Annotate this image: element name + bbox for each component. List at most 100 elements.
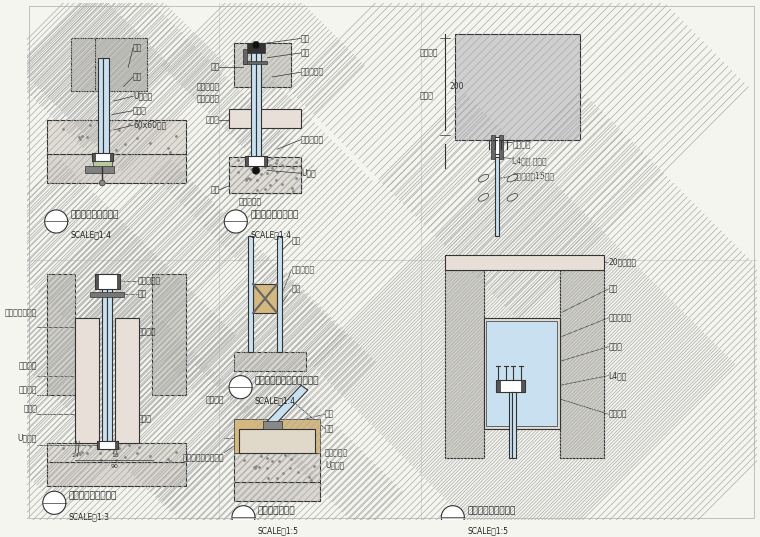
Ellipse shape xyxy=(507,193,518,201)
Bar xyxy=(92,153,113,161)
Bar xyxy=(508,392,512,458)
Bar xyxy=(251,43,256,159)
Bar xyxy=(277,236,282,352)
Bar xyxy=(93,161,112,166)
Text: 打胶: 打胶 xyxy=(133,72,142,82)
Bar xyxy=(103,274,107,443)
Text: 透明玻璃胶: 透明玻璃胶 xyxy=(301,68,325,77)
Ellipse shape xyxy=(507,175,518,182)
Bar xyxy=(483,318,560,429)
Text: 60x60角钢: 60x60角钢 xyxy=(133,121,166,129)
Text: 不锈钢折槽: 不锈钢折槽 xyxy=(138,277,161,286)
Text: 外墙隔墙玻璃节点图: 外墙隔墙玻璃节点图 xyxy=(467,506,515,515)
Bar xyxy=(234,43,292,86)
Text: 透明玻璃胶: 透明玻璃胶 xyxy=(301,135,325,144)
Bar xyxy=(95,274,119,289)
Ellipse shape xyxy=(478,175,489,182)
Bar xyxy=(521,380,525,392)
Bar xyxy=(229,165,301,193)
Text: 木方: 木方 xyxy=(292,236,301,245)
Bar xyxy=(97,441,118,449)
Bar xyxy=(264,156,267,165)
Text: 强化玻璃: 强化玻璃 xyxy=(138,328,157,337)
Bar xyxy=(117,274,119,289)
Bar xyxy=(95,274,97,289)
Text: 膨胀螺栓: 膨胀螺栓 xyxy=(512,140,530,149)
Bar xyxy=(454,34,580,140)
Text: 钢丝网: 钢丝网 xyxy=(608,342,622,351)
Text: SCALE：1:5: SCALE：1:5 xyxy=(467,526,508,535)
Circle shape xyxy=(442,506,464,529)
Bar xyxy=(560,270,603,458)
Text: 特殊玻璃膜: 特殊玻璃膜 xyxy=(196,82,220,91)
Text: U型卡槽: U型卡槽 xyxy=(325,461,344,470)
Bar xyxy=(71,39,100,91)
Text: 防潮石膏板油漆: 防潮石膏板油漆 xyxy=(5,308,37,317)
Bar xyxy=(253,284,277,313)
Text: 窗帘盒: 窗帘盒 xyxy=(420,92,433,101)
Bar xyxy=(107,274,112,443)
Text: 泡沫条: 泡沫条 xyxy=(133,106,147,115)
Bar xyxy=(445,255,603,270)
Text: 木方: 木方 xyxy=(292,285,301,293)
Bar xyxy=(46,120,186,154)
Text: 特殊玻璃膜: 特殊玻璃膜 xyxy=(196,95,220,104)
Text: 透明玻璃胶: 透明玻璃胶 xyxy=(325,448,348,457)
Text: L4角钢 饰面板: L4角钢 饰面板 xyxy=(512,156,547,165)
Text: 胶垫: 胶垫 xyxy=(325,410,334,419)
Bar xyxy=(256,43,261,159)
Text: L4角钢: L4角钢 xyxy=(608,371,627,380)
Text: 18: 18 xyxy=(111,453,119,458)
Bar xyxy=(90,292,125,296)
Bar xyxy=(85,165,114,173)
Text: 清玻璃胶: 清玻璃胶 xyxy=(18,361,37,371)
Bar xyxy=(496,380,500,392)
Text: 大型插地玻璃节点图: 大型插地玻璃节点图 xyxy=(71,210,119,219)
Text: U型卡槽: U型卡槽 xyxy=(17,434,37,442)
Text: 浴室隔墙玻璃节点图: 浴室隔墙玻璃节点图 xyxy=(68,491,117,500)
Bar xyxy=(97,441,100,449)
Text: SCALE：1:5: SCALE：1:5 xyxy=(258,526,299,535)
Text: 玻璃: 玻璃 xyxy=(325,424,334,433)
Text: 沙浆: 沙浆 xyxy=(211,185,220,194)
Text: 胶垫: 胶垫 xyxy=(301,34,310,43)
Bar xyxy=(499,135,503,159)
Circle shape xyxy=(224,210,247,233)
Bar xyxy=(115,441,118,449)
Polygon shape xyxy=(268,385,308,426)
Text: 200: 200 xyxy=(450,82,464,91)
Circle shape xyxy=(232,506,255,529)
Text: U型卡: U型卡 xyxy=(301,169,316,178)
Text: 饰面材料: 饰面材料 xyxy=(206,395,224,404)
Circle shape xyxy=(43,491,66,514)
Bar xyxy=(491,135,495,159)
Bar xyxy=(229,109,301,128)
Bar xyxy=(239,429,315,453)
Bar xyxy=(95,39,147,91)
Bar xyxy=(493,137,501,154)
Bar xyxy=(495,157,499,236)
Circle shape xyxy=(229,375,252,399)
Bar xyxy=(103,57,109,154)
Bar xyxy=(110,153,113,161)
Bar xyxy=(115,318,139,443)
Text: SCALE：1:4: SCALE：1:4 xyxy=(255,396,296,405)
Text: 大理石: 大理石 xyxy=(206,116,220,125)
Bar xyxy=(247,43,264,53)
Text: 原有结构层: 原有结构层 xyxy=(239,198,261,207)
Text: 一般插地玻璃节点图: 一般插地玻璃节点图 xyxy=(250,210,299,219)
Bar xyxy=(152,274,186,395)
Bar xyxy=(46,462,186,487)
Text: 膨胀螺栓: 膨胀螺栓 xyxy=(608,410,627,419)
Bar xyxy=(245,156,249,165)
Ellipse shape xyxy=(478,193,489,201)
Bar xyxy=(496,380,525,392)
Text: 大理石: 大理石 xyxy=(138,415,152,424)
Text: 角铁: 角铁 xyxy=(301,48,310,57)
Bar xyxy=(245,156,267,165)
Bar xyxy=(243,49,247,64)
Text: U型卡槽: U型卡槽 xyxy=(133,92,153,101)
Text: 大理石: 大理石 xyxy=(23,405,37,414)
Text: 打胶: 打胶 xyxy=(133,43,142,53)
Bar xyxy=(249,236,253,352)
